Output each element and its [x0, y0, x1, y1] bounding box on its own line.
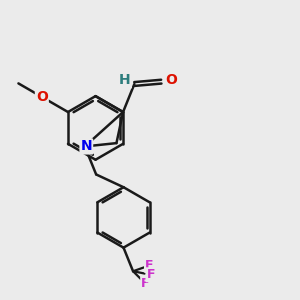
Text: N: N — [80, 140, 92, 153]
Text: F: F — [145, 259, 154, 272]
Text: O: O — [36, 90, 48, 104]
Text: F: F — [141, 277, 150, 290]
Text: F: F — [146, 268, 155, 281]
Text: O: O — [165, 73, 177, 87]
Text: H: H — [119, 74, 131, 88]
